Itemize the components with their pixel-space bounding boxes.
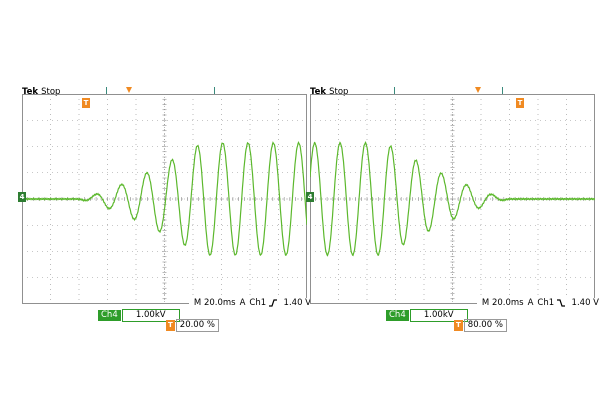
oscilloscope-screen-right: Tek Stop T 4 M 20.0ms A Ch1 1.40 V Ch4 1.00k… [306, 86, 600, 332]
channel-ground-marker: 4 [18, 192, 26, 202]
timebase-readout: M 20.0ms [481, 298, 524, 308]
trigger-point-icon: T [82, 98, 90, 108]
signal-trace [310, 141, 595, 257]
channel-scale-box: Ch4 1.00kV [386, 309, 468, 322]
waveform-graticule [310, 94, 595, 304]
waveform-graticule [22, 94, 307, 304]
trigger-mode: A [239, 298, 246, 308]
status-readout: M 20.0ms A Ch1 1.40 V [188, 298, 312, 308]
scope-header: Tek Stop [22, 86, 60, 98]
trigger-level: 1.40 V [571, 298, 599, 308]
rising-slope-icon [268, 298, 277, 307]
trigger-source: Ch1 [249, 298, 267, 308]
signal-trace [22, 140, 307, 257]
trigger-position-value: 20.00 % [175, 319, 219, 332]
trigger-level: 1.40 V [283, 298, 311, 308]
channel-scale: 1.00kV [409, 309, 468, 322]
channel-ground-marker: 4 [306, 192, 314, 202]
timebase-readout: M 20.0ms [193, 298, 236, 308]
oscilloscope-screen-left: Tek Stop T 4 M 20.0ms A Ch1 1.40 V Ch4 1.00k… [18, 86, 312, 332]
trigger-position-marker [126, 87, 132, 93]
trigger-t-icon: T [166, 320, 175, 331]
scope-header: Tek Stop [310, 86, 348, 98]
brand-label: Tek [310, 87, 327, 97]
channel-label: Ch4 [98, 310, 121, 321]
trigger-mode: A [527, 298, 534, 308]
trigger-point-icon: T [516, 98, 524, 108]
brand-label: Tek [22, 87, 39, 97]
trigger-source: Ch1 [537, 298, 555, 308]
channel-scale: 1.00kV [121, 309, 180, 322]
acquisition-status: Stop [41, 87, 61, 97]
channel-label: Ch4 [386, 310, 409, 321]
status-readout: M 20.0ms A Ch1 1.40 V [476, 298, 600, 308]
channel-scale-box: Ch4 1.00kV [98, 309, 180, 322]
trigger-position-box: T 80.00 % [454, 319, 507, 332]
trigger-position-box: T 20.00 % [166, 319, 219, 332]
trigger-position-value: 80.00 % [463, 319, 507, 332]
trigger-t-icon: T [454, 320, 463, 331]
trigger-position-marker [475, 87, 481, 93]
acquisition-status: Stop [329, 87, 349, 97]
falling-slope-icon [556, 298, 565, 307]
